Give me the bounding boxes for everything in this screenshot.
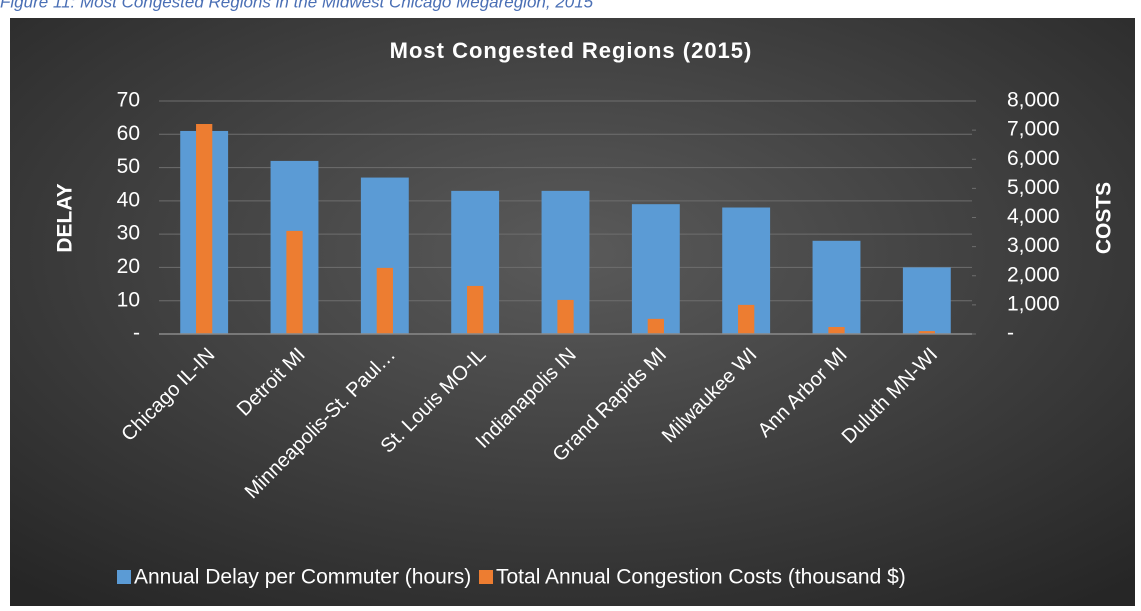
y-tick-label: 50 [117,155,140,178]
legend-label: Annual Delay per Commuter (hours) [134,566,471,589]
bar [286,230,303,334]
chart-title: Most Congested Regions (2015) [390,38,753,63]
bar [738,304,755,334]
y-axis-title: DELAY [54,183,77,252]
legend-swatch [479,570,493,584]
y-tick-label: 60 [117,122,140,145]
bar [902,267,951,334]
bar [631,204,680,334]
y2-axis-title: COSTS [1093,182,1116,254]
y2-tick-label: - [1007,322,1014,345]
y-tick-label: 10 [117,288,140,311]
y2-tick-label: 1,000 [1007,292,1060,315]
y-tick-label: 20 [117,255,140,278]
legend-swatch [117,570,131,584]
bar [557,299,574,334]
y2-tick-label: 2,000 [1007,263,1060,286]
y2-tick-label: 8,000 [1007,89,1060,112]
legend-label: Total Annual Congestion Costs (thousand … [496,566,906,589]
y2-tick-label: 3,000 [1007,234,1060,257]
y-tick-label: 30 [117,222,140,245]
y-tick-label: 40 [117,188,140,211]
bar [828,327,845,334]
bar [918,331,935,334]
y-tick-label: - [133,322,140,345]
y2-tick-label: 4,000 [1007,205,1060,228]
caption: Figure 11: Most Congested Regions in the… [0,0,594,11]
y2-tick-label: 7,000 [1007,118,1060,141]
bar [376,267,393,334]
y-tick-label: 70 [117,89,140,112]
y2-tick-label: 5,000 [1007,176,1060,199]
y2-tick-label: 6,000 [1007,147,1060,170]
bar [467,285,484,334]
bar [812,240,861,334]
bar [647,318,664,334]
bar [196,124,213,334]
